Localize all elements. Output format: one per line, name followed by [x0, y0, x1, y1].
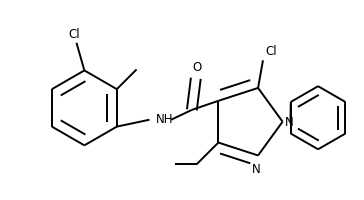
Text: O: O	[192, 61, 201, 74]
Text: N: N	[285, 116, 293, 129]
Text: N: N	[252, 163, 261, 176]
Text: Cl: Cl	[265, 45, 277, 58]
Text: NH: NH	[155, 113, 173, 126]
Text: Cl: Cl	[69, 28, 80, 41]
